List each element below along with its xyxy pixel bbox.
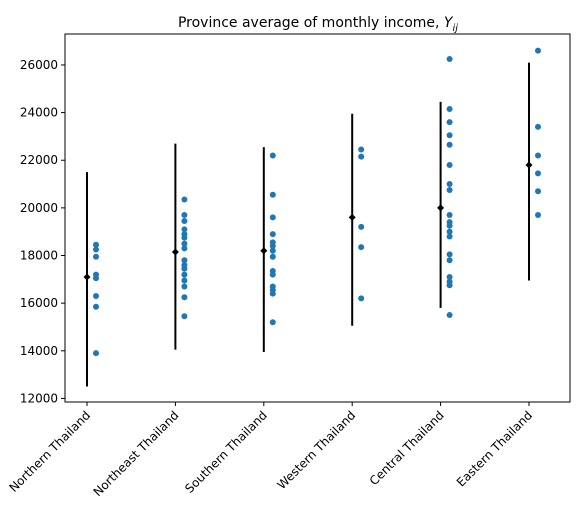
data-point (535, 123, 541, 130)
data-point (181, 294, 188, 301)
data-point (446, 312, 453, 319)
x-tick-label: Southern Thailand (182, 408, 270, 496)
data-point (181, 271, 188, 278)
y-tick-label: 26000 (20, 58, 58, 72)
data-point (93, 253, 99, 260)
data-point (93, 303, 99, 310)
data-point (446, 181, 453, 188)
data-point (269, 271, 276, 278)
plot-area (83, 47, 541, 387)
y-tick-label: 22000 (20, 153, 58, 167)
data-point (446, 162, 453, 169)
mean-marker (260, 247, 268, 255)
y-axis: 12000 14000 16000 18000 20000 22000 24000 26000 (20, 58, 65, 405)
x-tick-label: Northern Thailand (6, 408, 93, 495)
data-point (446, 233, 453, 240)
data-point (535, 212, 541, 219)
data-point (269, 191, 276, 198)
data-point (535, 47, 541, 54)
data-point (446, 282, 453, 289)
data-point (446, 251, 453, 258)
data-point (181, 283, 188, 290)
data-point (269, 231, 276, 238)
data-point (269, 247, 276, 254)
data-point (269, 214, 276, 221)
data-point (181, 245, 188, 252)
data-point (181, 277, 188, 284)
data-point (181, 212, 188, 219)
data-point (93, 246, 99, 253)
data-point (446, 273, 453, 280)
data-point (181, 240, 188, 247)
data-point (181, 196, 188, 203)
data-point (93, 350, 99, 357)
data-point (93, 293, 99, 300)
data-point (93, 275, 99, 282)
data-point (181, 217, 188, 224)
data-point (535, 170, 541, 177)
x-tick-label: Northeast Thailand (91, 408, 182, 499)
data-point (181, 226, 188, 233)
data-point (181, 234, 188, 241)
data-point (181, 257, 188, 264)
data-point (269, 152, 276, 159)
data-point (446, 56, 453, 63)
chart-title: Province average of monthly income, Yij (178, 15, 458, 34)
data-point (269, 319, 276, 326)
data-point (181, 313, 188, 320)
data-point (535, 188, 541, 195)
data-point (269, 290, 276, 297)
mean-marker (437, 204, 445, 212)
data-point (358, 153, 365, 160)
x-tick-label: Eastern Thailand (454, 408, 535, 489)
data-point (535, 152, 541, 159)
data-point (358, 244, 365, 251)
x-tick-label: Western Thailand (274, 408, 358, 492)
data-point (446, 228, 453, 235)
data-point (446, 119, 453, 126)
mean-marker (525, 161, 533, 169)
y-tick-label: 14000 (20, 344, 58, 358)
mean-marker (83, 273, 91, 281)
data-point (358, 146, 365, 153)
data-point (446, 212, 453, 219)
data-point (269, 242, 276, 249)
y-tick-label: 24000 (20, 106, 58, 120)
data-point (181, 265, 188, 272)
data-point (446, 132, 453, 139)
x-tick-label: Central Thailand (367, 408, 447, 488)
mean-marker (348, 213, 356, 221)
data-point (446, 222, 453, 229)
data-point (446, 141, 453, 148)
data-point (358, 295, 365, 302)
y-tick-label: 12000 (20, 391, 58, 405)
data-point (446, 106, 453, 113)
axes-frame (64, 33, 571, 403)
y-tick-label: 18000 (20, 249, 58, 263)
data-point (269, 253, 276, 260)
data-point (446, 257, 453, 264)
y-tick-label: 20000 (20, 201, 58, 215)
data-point (358, 223, 365, 230)
mean-marker (171, 248, 179, 256)
data-point (446, 187, 453, 194)
y-tick-label: 16000 (20, 296, 58, 310)
data-point (93, 241, 99, 248)
